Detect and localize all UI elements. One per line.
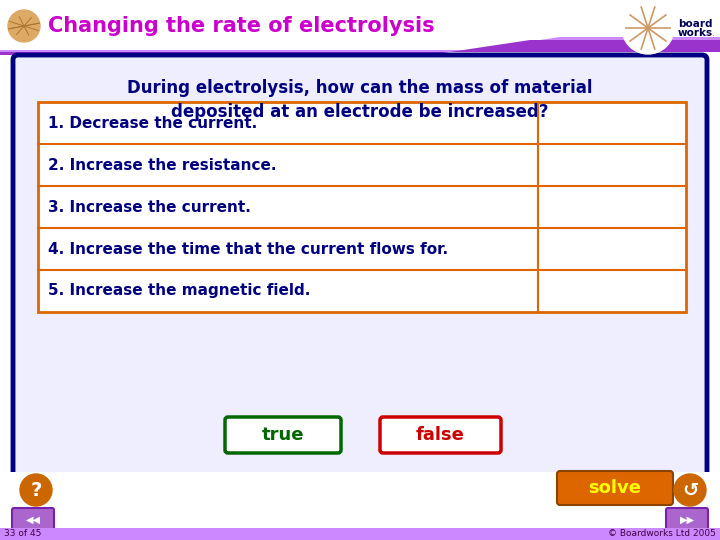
Text: solve: solve xyxy=(588,479,642,497)
Polygon shape xyxy=(0,37,720,52)
FancyBboxPatch shape xyxy=(380,417,501,453)
Text: 1. Decrease the current.: 1. Decrease the current. xyxy=(48,116,257,131)
Text: Changing the rate of electrolysis: Changing the rate of electrolysis xyxy=(48,16,435,36)
Text: ↺: ↺ xyxy=(682,481,698,500)
Circle shape xyxy=(622,2,674,54)
Circle shape xyxy=(674,474,706,506)
Bar xyxy=(38,102,686,312)
Text: ◀◀: ◀◀ xyxy=(25,515,40,525)
Text: 2. Increase the resistance.: 2. Increase the resistance. xyxy=(48,158,276,172)
Text: board: board xyxy=(678,19,713,29)
Circle shape xyxy=(8,10,40,42)
Text: ?: ? xyxy=(30,481,42,500)
Text: ...: ... xyxy=(706,28,715,38)
Circle shape xyxy=(20,474,52,506)
Text: 5. Increase the magnetic field.: 5. Increase the magnetic field. xyxy=(48,284,310,299)
Bar xyxy=(0,472,720,508)
Text: © Boardworks Ltd 2005: © Boardworks Ltd 2005 xyxy=(608,530,716,538)
Text: 33 of 45: 33 of 45 xyxy=(4,530,41,538)
Text: false: false xyxy=(415,426,464,444)
FancyBboxPatch shape xyxy=(666,508,708,532)
Text: true: true xyxy=(262,426,305,444)
Text: ▶▶: ▶▶ xyxy=(680,515,695,525)
FancyBboxPatch shape xyxy=(12,508,54,532)
FancyBboxPatch shape xyxy=(557,471,673,505)
Bar xyxy=(0,0,720,50)
Text: works: works xyxy=(678,28,713,38)
Polygon shape xyxy=(0,40,720,55)
Text: 4. Increase the time that the current flows for.: 4. Increase the time that the current fl… xyxy=(48,241,448,256)
Bar xyxy=(0,528,720,540)
FancyBboxPatch shape xyxy=(13,55,707,477)
FancyBboxPatch shape xyxy=(225,417,341,453)
Text: 3. Increase the current.: 3. Increase the current. xyxy=(48,199,251,214)
Text: During electrolysis, how can the mass of material
deposited at an electrode be i: During electrolysis, how can the mass of… xyxy=(127,79,593,120)
